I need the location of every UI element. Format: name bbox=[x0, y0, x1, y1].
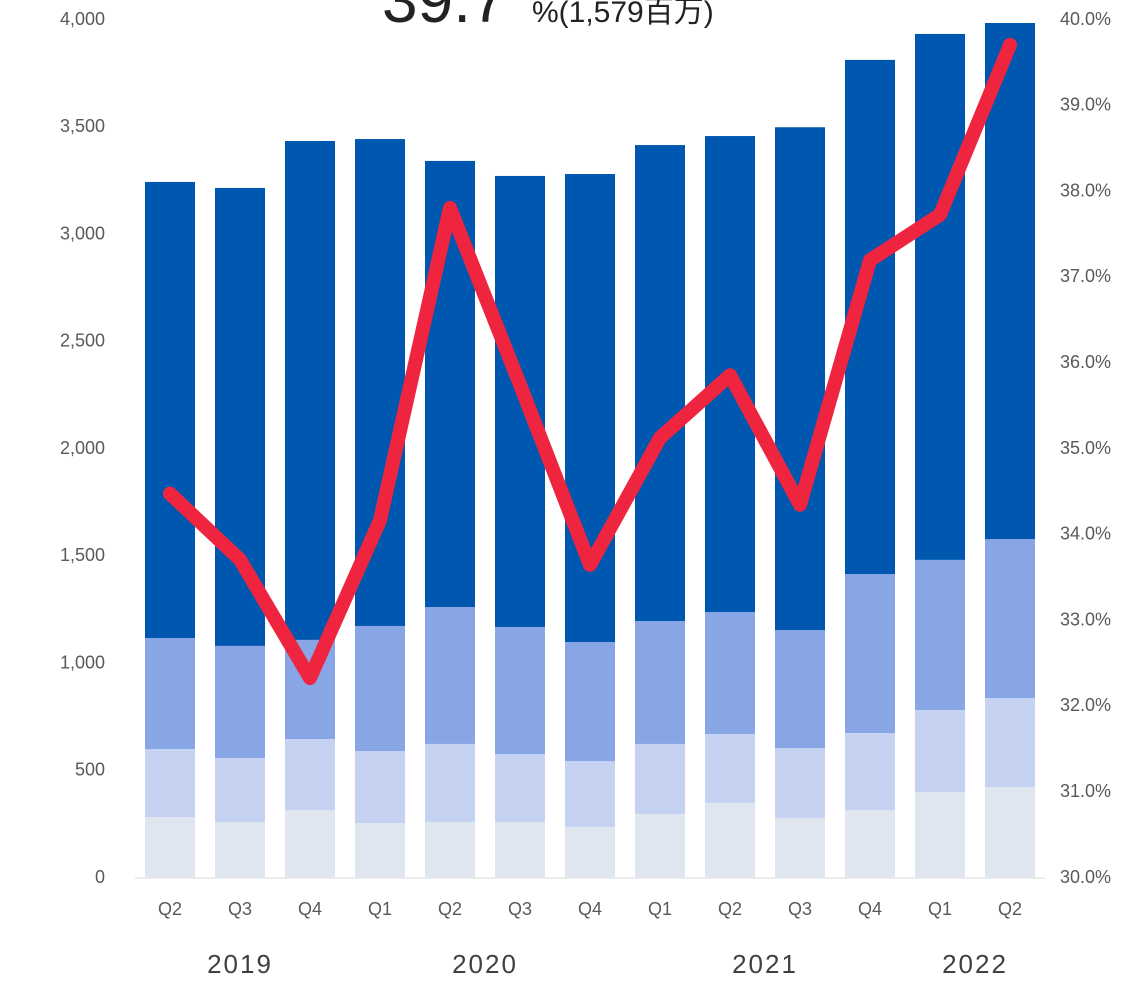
x-tick-label: Q3 bbox=[788, 899, 812, 919]
x-tick-label: Q2 bbox=[718, 899, 742, 919]
bar-segment bbox=[215, 645, 265, 759]
y2-tick-label: 37.0% bbox=[1060, 266, 1111, 286]
bar-segment bbox=[355, 625, 405, 752]
y-tick-label: 0 bbox=[95, 867, 105, 887]
bar-segment bbox=[635, 814, 685, 878]
headline-value: 39.7 bbox=[382, 0, 507, 36]
bar-segment bbox=[915, 710, 965, 792]
year-label: 2019 bbox=[207, 949, 273, 979]
x-tick-label: Q1 bbox=[928, 899, 952, 919]
bar-segment bbox=[705, 612, 755, 735]
bar-segment bbox=[495, 627, 545, 755]
y-tick-label: 500 bbox=[75, 760, 105, 780]
y2-tick-label: 40.0% bbox=[1060, 9, 1111, 29]
bar-segment bbox=[285, 140, 335, 640]
bar-segment bbox=[215, 758, 265, 823]
x-tick-label: Q1 bbox=[648, 899, 672, 919]
x-tick-label: Q1 bbox=[368, 899, 392, 919]
bar-segment bbox=[775, 748, 825, 818]
y2-tick-label: 39.0% bbox=[1060, 95, 1111, 115]
bar-segment bbox=[145, 749, 195, 818]
year-label: 2021 bbox=[732, 949, 798, 979]
bar-segment bbox=[565, 642, 615, 762]
bar-segment bbox=[915, 33, 965, 560]
y-tick-label: 2,500 bbox=[60, 331, 105, 351]
bar-segment bbox=[355, 823, 405, 878]
bar-segment bbox=[355, 751, 405, 824]
x-tick-label: Q4 bbox=[578, 899, 602, 919]
year-label: 2022 bbox=[942, 949, 1008, 979]
y-tick-label: 1,000 bbox=[60, 652, 105, 672]
y-tick-label: 4,000 bbox=[60, 9, 105, 29]
bar-segment bbox=[635, 621, 685, 744]
bar-segment bbox=[145, 817, 195, 878]
bar-segment bbox=[985, 787, 1035, 878]
x-tick-label: Q3 bbox=[508, 899, 532, 919]
bar-segment bbox=[425, 743, 475, 823]
bar-segment bbox=[495, 754, 545, 823]
ratio-line bbox=[163, 37, 1017, 686]
bar-segment bbox=[915, 559, 965, 711]
x-tick-label: Q2 bbox=[438, 899, 462, 919]
x-tick-label: Q4 bbox=[298, 899, 322, 919]
bar-segment bbox=[775, 630, 825, 749]
x-tick-label: Q2 bbox=[158, 899, 182, 919]
bar-segment bbox=[425, 607, 475, 744]
bar-segment bbox=[705, 802, 755, 878]
y-tick-label: 3,000 bbox=[60, 223, 105, 243]
y-tick-label: 3,500 bbox=[60, 116, 105, 136]
y2-tick-label: 30.0% bbox=[1060, 867, 1111, 887]
bar-segment bbox=[565, 826, 615, 878]
bar-segment bbox=[145, 637, 195, 750]
bar-segment bbox=[285, 739, 335, 811]
y2-tick-label: 35.0% bbox=[1060, 438, 1111, 458]
y-tick-label: 1,500 bbox=[60, 545, 105, 565]
bar-segment bbox=[495, 822, 545, 878]
y2-tick-label: 32.0% bbox=[1060, 695, 1111, 715]
bar-segment bbox=[985, 23, 1035, 540]
x-tick-label: Q2 bbox=[998, 899, 1022, 919]
bar-segment bbox=[705, 734, 755, 803]
y-tick-label: 2,000 bbox=[60, 438, 105, 458]
bar-segment bbox=[145, 181, 195, 638]
y2-tick-label: 31.0% bbox=[1060, 781, 1111, 801]
bar-segment bbox=[775, 127, 825, 631]
y2-tick-label: 33.0% bbox=[1060, 609, 1111, 629]
bar-segment bbox=[565, 174, 615, 643]
y2-tick-label: 34.0% bbox=[1060, 524, 1111, 544]
bar-segment bbox=[845, 810, 895, 878]
year-label: 2020 bbox=[452, 949, 518, 979]
bar-segment bbox=[215, 822, 265, 878]
x-tick-label: Q4 bbox=[858, 899, 882, 919]
bar-segment bbox=[845, 574, 895, 733]
bar-segment bbox=[425, 822, 475, 878]
bar-segment bbox=[285, 810, 335, 878]
bar-segment bbox=[775, 817, 825, 878]
bar-segment bbox=[985, 539, 1035, 699]
bar-segment bbox=[985, 698, 1035, 788]
bar-segment bbox=[845, 732, 895, 811]
bar-segment bbox=[565, 761, 615, 827]
y2-tick-label: 36.0% bbox=[1060, 352, 1111, 372]
bar-segment bbox=[635, 145, 685, 622]
bar-segment bbox=[915, 791, 965, 878]
y2-tick-label: 38.0% bbox=[1060, 180, 1111, 200]
x-tick-label: Q3 bbox=[228, 899, 252, 919]
headline-unit: %(1,579百万) bbox=[532, 0, 714, 29]
bar-segment bbox=[635, 743, 685, 815]
